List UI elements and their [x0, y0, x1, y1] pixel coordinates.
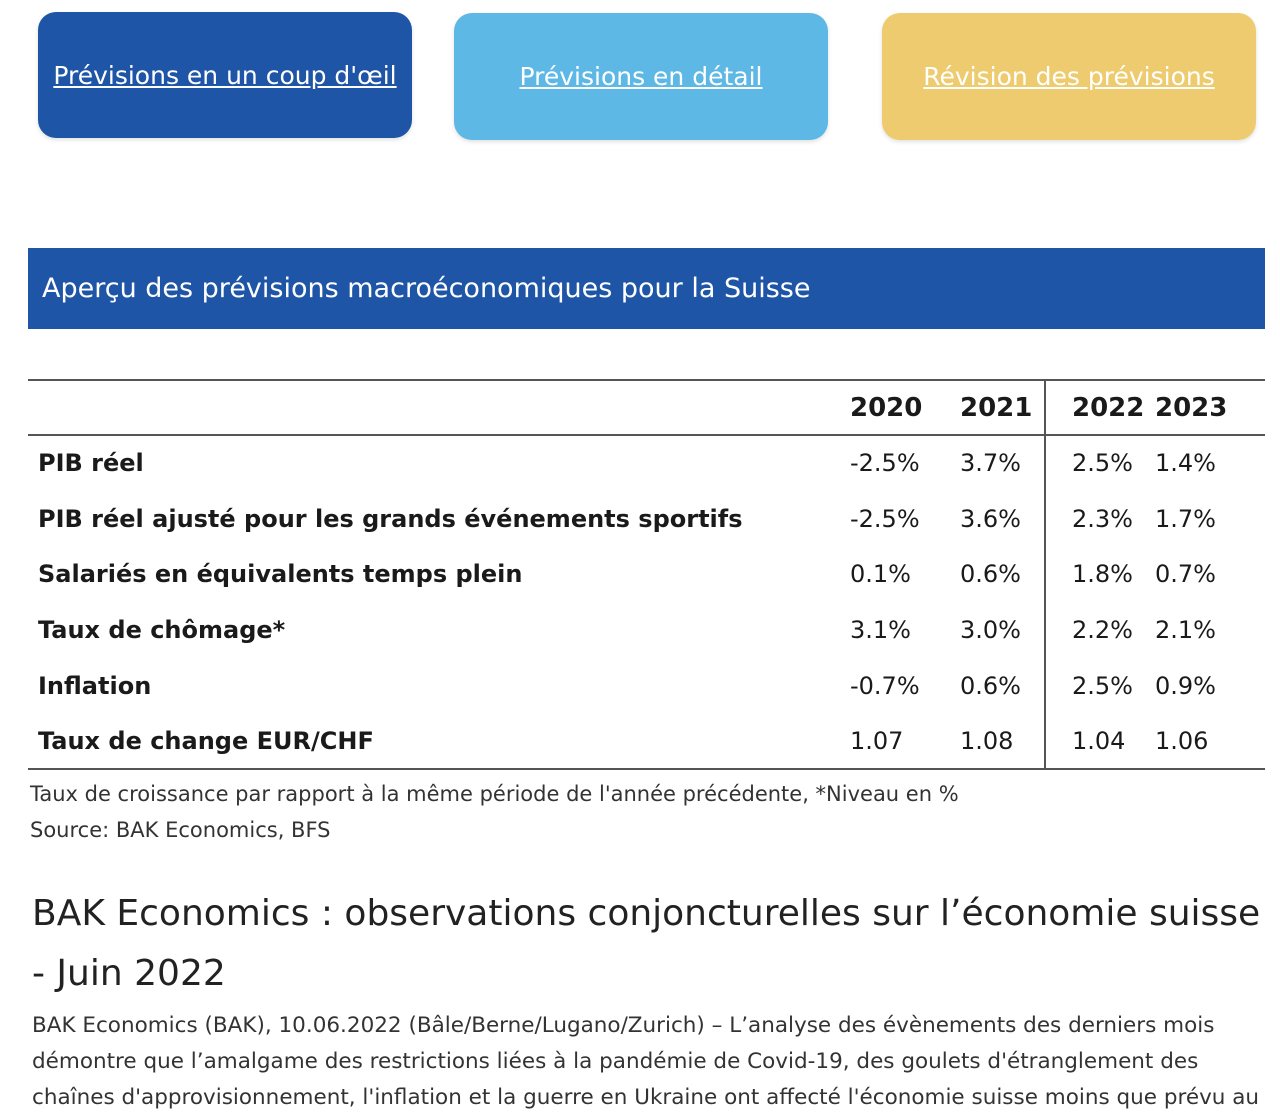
header-label-cell — [28, 380, 850, 435]
article-title: BAK Economics : observations conjoncture… — [32, 893, 1261, 994]
cell-value: 3.1% — [850, 615, 911, 644]
forecast-detail-link[interactable]: Prévisions en détail — [519, 62, 763, 91]
header-year: 2020 — [850, 392, 923, 423]
table-row: PIB réel -2.5% 3.7% 2.5% 1.4% — [28, 435, 1265, 491]
cell-value: 2.5% — [1044, 657, 1155, 714]
row-label: Inflation — [38, 671, 152, 700]
cell-value: 0.7% — [1155, 560, 1216, 589]
cell-value: -2.5% — [850, 504, 920, 533]
table-row: PIB réel ajusté pour les grands événemen… — [28, 490, 1265, 547]
cell-value: 1.08 — [960, 713, 1045, 771]
forecast-glance-link[interactable]: Prévisions en un coup d'œil — [53, 60, 397, 90]
forecast-revision-link[interactable]: Révision des prévisions — [923, 62, 1215, 91]
table-row: Inflation -0.7% 0.6% 2.5% 0.9% — [28, 657, 1265, 714]
forecast-overview-banner: Aperçu des prévisions macroéconomiques p… — [28, 248, 1265, 329]
row-label: Taux de change EUR/CHF — [28, 713, 850, 771]
forecast-revision-button[interactable]: Révision des prévisions — [882, 13, 1256, 140]
cell-value: 3.0% — [960, 615, 1021, 644]
cell-value: 2.1% — [1155, 615, 1216, 644]
header-year: 2021 — [960, 392, 1033, 423]
row-label: Taux de chômage* — [38, 615, 286, 644]
cell-value: 1.04 — [1044, 713, 1155, 771]
cell-value: 0.6% — [960, 671, 1021, 700]
cell-value: 0.6% — [960, 560, 1021, 589]
cell-value: 1.7% — [1155, 504, 1216, 533]
banner-title: Aperçu des prévisions macroéconomiques p… — [42, 273, 811, 304]
table-row: Taux de chômage* 3.1% 3.0% 2.2% 2.1% — [28, 602, 1265, 658]
row-label: PIB réel — [38, 449, 144, 478]
cell-value: 3.6% — [960, 504, 1021, 533]
cell-value: 1.07 — [850, 713, 960, 771]
cell-value: 3.7% — [960, 449, 1021, 478]
table-row: Taux de change EUR/CHF 1.07 1.08 1.04 1.06 — [28, 713, 1265, 771]
forecast-glance-button[interactable]: Prévisions en un coup d'œil — [38, 12, 412, 138]
cell-value: 1.4% — [1155, 449, 1216, 478]
cell-value: 2.2% — [1044, 602, 1155, 658]
cell-value: 2.3% — [1044, 490, 1155, 547]
cell-value: 2.5% — [1044, 435, 1155, 491]
cell-value: -2.5% — [850, 449, 920, 478]
header-year: 2022 — [1044, 380, 1155, 435]
row-label: Salariés en équivalents temps plein — [38, 560, 523, 589]
growth-footnote: Taux de croissance par rapport à la même… — [30, 782, 959, 806]
cell-value: 1.06 — [1155, 713, 1265, 771]
table-row: Salariés en équivalents temps plein 0.1% 0… — [28, 546, 1265, 603]
row-label: PIB réel ajusté pour les grands événemen… — [38, 504, 743, 533]
header-year: 2023 — [1155, 392, 1228, 423]
source-footnote: Source: BAK Economics, BFS — [30, 818, 331, 842]
forecast-table: 2020 2021 2022 2023 PIB réel -2.5% 3.7% 2.5… — [28, 379, 1265, 771]
table-header-row: 2020 2021 2022 2023 — [28, 380, 1265, 435]
article-body: BAK Economics (BAK), 10.06.2022 (Bâle/Be… — [32, 1013, 1260, 1110]
cell-value: 0.9% — [1155, 671, 1216, 700]
cell-value: 0.1% — [850, 560, 911, 589]
forecast-detail-button[interactable]: Prévisions en détail — [454, 13, 828, 140]
cell-value: -0.7% — [850, 671, 920, 700]
cell-value: 1.8% — [1044, 546, 1155, 603]
